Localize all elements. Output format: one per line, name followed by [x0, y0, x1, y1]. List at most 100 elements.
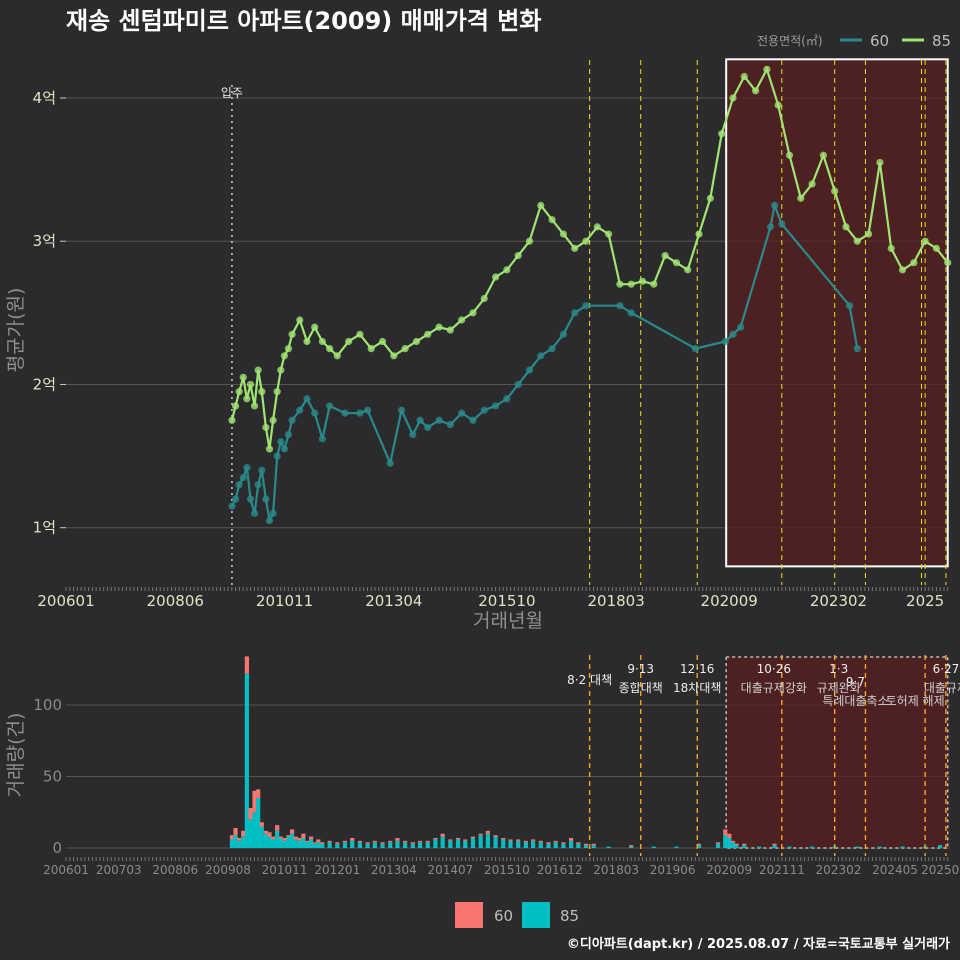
price-point-85-59: [751, 87, 760, 95]
volume-x-tick-5: 201201: [314, 863, 360, 877]
price-point-85-9: [262, 423, 270, 432]
price-point-85-33: [458, 316, 466, 324]
volume-x-tick-16: 202506: [921, 863, 960, 877]
volume-bar-60-35: [403, 840, 408, 843]
volume-x-tick-4: 201011: [262, 863, 308, 877]
move-in-label: 입주: [221, 86, 243, 100]
price-point-60-2: [235, 481, 243, 489]
price-point-85-64: [808, 180, 816, 188]
price-point-85-63: [797, 194, 805, 202]
volume-bar-85-27: [342, 842, 348, 848]
volume-bar-60-60: [591, 843, 596, 846]
price-x-tick-2: 201011: [256, 592, 313, 610]
price-point-85-45: [593, 223, 601, 231]
volume-bar-60-18: [297, 837, 302, 841]
price-point-60-30: [435, 416, 443, 424]
volume-bar-85-53: [538, 842, 543, 848]
price-point-60-38: [525, 366, 534, 374]
price-point-60-21: [326, 402, 334, 410]
price-point-85-55: [706, 194, 714, 202]
price-point-85-31: [435, 323, 443, 331]
volume-bar-85-2: [237, 840, 242, 848]
price-point-85-30: [424, 330, 432, 338]
price-point-85-7: [254, 366, 262, 374]
price-point-85-70: [876, 158, 884, 167]
volume-bar-60-67: [723, 829, 728, 836]
price-chart: 입주 200601 200806 201011 201304 201510 201803 2…: [5, 58, 952, 632]
price-point-85-22: [333, 352, 341, 360]
legend-label-vol-60: 60: [494, 907, 513, 925]
volume-bar-85-35: [403, 842, 408, 848]
volume-bar-85-55: [553, 842, 558, 848]
price-point-85-0: [228, 416, 236, 424]
volume-bar-60-69: [730, 840, 736, 843]
volume-bar-60-15: [286, 835, 291, 837]
price-point-85-75: [932, 244, 941, 252]
volume-highlight: [725, 656, 949, 849]
price-point-85-53: [684, 266, 692, 274]
volume-bar-60-34: [395, 837, 400, 841]
price-point-85-40: [537, 201, 545, 210]
volume-bar-85-58: [576, 843, 581, 848]
volume-bar-60-21: [308, 836, 314, 840]
price-point-85-38: [514, 251, 522, 260]
volume-bars: [229, 656, 943, 848]
volume-bar-60-42: [455, 837, 461, 840]
price-point-60-27: [409, 430, 417, 439]
volume-bar-60-14: [282, 837, 287, 841]
volume-bar-60-48: [501, 837, 506, 840]
volume-bar-85-68: [727, 837, 732, 848]
volume-bar-60-17: [293, 836, 298, 840]
price-point-85-57: [729, 94, 737, 102]
price-point-85-65: [819, 151, 827, 159]
price-point-85-3: [239, 373, 247, 381]
legend-swatch-vol-60: [455, 902, 483, 928]
volume-bar-85-22: [312, 843, 317, 848]
volume-bar-85-18: [297, 840, 302, 848]
volume-bar-85-10: [267, 836, 272, 848]
price-point-85-5: [246, 380, 255, 389]
price-point-60-11: [269, 509, 277, 517]
price-point-60-23: [356, 409, 364, 417]
volume-bar-85-11: [270, 839, 276, 848]
price-point-85-20: [318, 337, 326, 346]
volume-policy-lines: 8·2 대책 9·13 종합대책 12·16 18차대책 10·26 대출규제강화 1·3 규제…: [567, 655, 960, 856]
volume-bar-60-8: [259, 822, 264, 827]
volume-bar-60-41: [448, 839, 453, 841]
price-point-60-26: [397, 406, 406, 414]
volume-bar-60-30: [365, 842, 370, 844]
price-point-85-18: [303, 337, 311, 346]
price-point-85-11: [269, 416, 277, 424]
legend-title: 전용면적(㎡): [757, 34, 823, 48]
policy-date-5: 9·7: [846, 675, 865, 689]
price-y-axis-title: 평균가(원): [5, 288, 27, 373]
volume-bar-60-56: [561, 842, 566, 844]
price-point-60-39: [537, 352, 545, 360]
volume-bar-85-14: [282, 840, 287, 848]
volume-bar-85-81: [937, 845, 943, 848]
volume-bar-60-5: [248, 807, 253, 820]
volume-axes: 200601 200703 200806 200908 201011 201201 2013…: [33, 696, 960, 877]
price-point-60-32: [458, 409, 466, 417]
price-point-60-49: [737, 323, 745, 331]
volume-bar-60-57: [568, 837, 574, 841]
price-point-60-24: [364, 406, 372, 414]
volume-bar-60-55: [553, 840, 558, 843]
price-point-85-42: [559, 230, 567, 238]
price-point-85-32: [446, 326, 454, 334]
volume-legend: 60 85: [455, 902, 579, 928]
volume-bar-85-52: [530, 840, 536, 848]
volume-bar-60-23: [316, 839, 321, 843]
volume-x-tick-14: 202302: [816, 863, 862, 877]
price-point-85-72: [898, 266, 907, 274]
price-point-85-15: [284, 345, 293, 353]
volume-bar-60-4: [244, 656, 249, 674]
volume-bar-60-53: [538, 840, 543, 843]
volume-bar-85-8: [259, 826, 264, 848]
price-point-60-7: [254, 481, 262, 489]
price-point-85-74: [921, 237, 929, 245]
volume-bar-85-75: [809, 846, 815, 848]
volume-x-tick-13: 202111: [759, 863, 805, 877]
policy-label-2: 18차대책: [673, 680, 721, 695]
